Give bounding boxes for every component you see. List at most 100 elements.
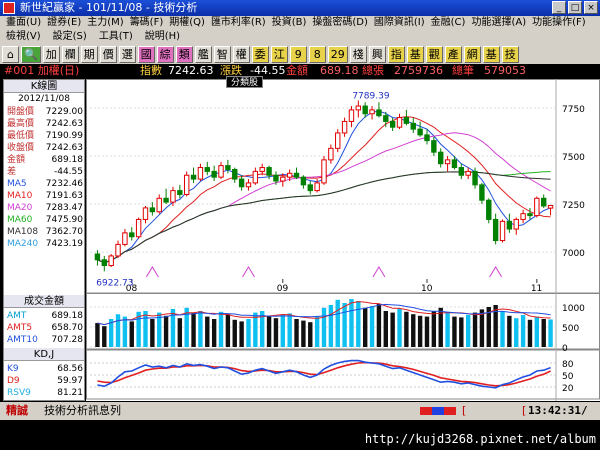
candle-body bbox=[190, 174, 197, 180]
amount-label: 金額 bbox=[286, 64, 308, 77]
toolbar-button[interactable]: 29 bbox=[327, 45, 348, 63]
amount-bar bbox=[362, 307, 368, 347]
candle-body bbox=[513, 218, 519, 230]
d9-line bbox=[97, 361, 551, 387]
amount-bar bbox=[301, 320, 306, 347]
minimize-icon[interactable]: _ bbox=[552, 1, 566, 14]
menu-item[interactable]: 說明(H) bbox=[144, 31, 181, 42]
toolbar-button[interactable]: 棧 bbox=[349, 45, 367, 63]
indicator-name: 最高價 bbox=[7, 119, 35, 129]
toolbar-button[interactable]: 類 bbox=[175, 45, 193, 63]
menu-item[interactable]: 主力(M) bbox=[87, 17, 124, 28]
menu-item[interactable]: 匯市利率(R) bbox=[210, 17, 266, 28]
candle-body bbox=[403, 117, 410, 124]
menu-item[interactable]: 國際資訊(I) bbox=[373, 17, 425, 28]
amount-bar bbox=[163, 315, 169, 347]
toolbar-button[interactable]: 9 bbox=[289, 45, 307, 63]
toolbar-button[interactable]: 江 bbox=[270, 45, 288, 63]
amount-bar bbox=[95, 323, 100, 347]
app-icon bbox=[3, 2, 15, 14]
toolbar-button[interactable]: 指 bbox=[387, 45, 405, 63]
toolbar-button[interactable]: 產 bbox=[444, 45, 462, 63]
high-price-label: 7789.39 bbox=[352, 91, 389, 101]
amount-bar bbox=[411, 314, 416, 347]
menu-item[interactable]: 操盤密碼(D) bbox=[312, 17, 368, 28]
candle-body bbox=[520, 213, 526, 220]
menu-item[interactable]: 期權(Q) bbox=[169, 17, 205, 28]
menu-item[interactable]: 工具(T) bbox=[98, 31, 133, 42]
status-bar: 精誠 技術分析訊息列 [ [ 13:42:31/ bbox=[0, 402, 600, 420]
indicator-panel: K線圖 2012/11/08 開盤價 7229.00 最高價 7242.63 最低價 71… bbox=[3, 79, 85, 401]
toolbar-button[interactable]: 綜 bbox=[156, 45, 174, 63]
toolbar-button[interactable]: 期 bbox=[80, 45, 98, 63]
candle-body bbox=[410, 122, 416, 130]
amount-bar bbox=[507, 315, 512, 347]
toolbar-button[interactable]: 智 bbox=[213, 45, 231, 63]
indicator-name: MA5 bbox=[7, 179, 27, 189]
toolbar-button[interactable]: 興 bbox=[368, 45, 386, 63]
toolbar-button[interactable]: 基 bbox=[482, 45, 500, 63]
technical-chart[interactable]: 7000 7250 7500 7750 08 09 10 11 7789.39 6922.73 0 5… bbox=[86, 79, 600, 401]
amount-bar bbox=[170, 309, 176, 347]
kd-tick-label: 80 bbox=[562, 360, 574, 370]
toolbar-button[interactable]: 艦 bbox=[194, 45, 212, 63]
amount-bar bbox=[417, 315, 423, 347]
candle-body bbox=[266, 167, 272, 176]
toolbar-button[interactable]: 價 bbox=[99, 45, 117, 63]
menu-item[interactable]: 功能操作(F) bbox=[532, 17, 586, 28]
signal-marker-icon bbox=[372, 266, 386, 278]
toolbar-button[interactable]: 委 bbox=[251, 45, 269, 63]
toolbar-button[interactable]: 技 bbox=[501, 45, 519, 63]
chart-canvas[interactable]: 7000 7250 7500 7750 08 09 10 11 7789.39 6922.73 0 5… bbox=[86, 79, 600, 401]
menu-item[interactable]: 檢視(V) bbox=[6, 31, 41, 42]
candle-body bbox=[506, 220, 513, 230]
toolbar-button[interactable]: 網 bbox=[463, 45, 481, 63]
maximize-icon[interactable]: □ bbox=[568, 1, 582, 14]
indicator-value: 81.21 bbox=[57, 388, 83, 398]
candle-body bbox=[534, 197, 540, 217]
amount-bar bbox=[479, 309, 485, 347]
watermark-url: http://kujd3268.pixnet.net/album bbox=[0, 420, 600, 450]
menu-item[interactable]: 設定(S) bbox=[52, 31, 87, 42]
toolbar-button[interactable]: 觀 bbox=[425, 45, 443, 63]
toolbar-button[interactable]: 8 bbox=[308, 45, 326, 63]
candle-body bbox=[183, 174, 190, 195]
toolbar-button[interactable]: 國 bbox=[137, 45, 155, 63]
home-icon[interactable]: ⌂ bbox=[2, 45, 19, 63]
indicator-name: MA240 bbox=[7, 239, 39, 249]
indicator-value: 7242.63 bbox=[45, 119, 83, 129]
toolbar-button[interactable]: 欄 bbox=[61, 45, 79, 63]
toolbar-button[interactable]: 基 bbox=[406, 45, 424, 63]
search-icon[interactable]: 🔍 bbox=[21, 45, 41, 63]
amount-bar bbox=[459, 317, 464, 347]
amount-bar bbox=[253, 312, 258, 347]
amount-bar bbox=[342, 303, 347, 347]
menu-bar-secondary: 檢視(V) 設定(S) 工具(T) 說明(H) bbox=[0, 30, 600, 44]
indicator-value: 707.28 bbox=[51, 335, 84, 345]
amount-bar bbox=[294, 319, 299, 347]
amount-bar bbox=[493, 305, 498, 347]
indicator-name: MA108 bbox=[7, 227, 39, 237]
candle-body bbox=[383, 115, 389, 122]
indicator-row: RSV9 81.21 bbox=[7, 388, 83, 399]
menu-item[interactable]: 證券(E) bbox=[47, 17, 82, 28]
menu-item[interactable]: 投資(B) bbox=[271, 17, 307, 28]
amount-bar bbox=[266, 315, 272, 347]
amount-bar bbox=[260, 311, 265, 347]
toolbar-button[interactable]: 加 bbox=[42, 45, 60, 63]
menu-item[interactable]: 畫面(U) bbox=[6, 17, 42, 28]
candle-body bbox=[527, 213, 533, 217]
toolbar-button[interactable]: 選 bbox=[118, 45, 136, 63]
close-icon[interactable]: × bbox=[584, 1, 598, 14]
low-price-label: 6922.73 bbox=[96, 278, 133, 288]
menu-item[interactable]: 功能選擇(A) bbox=[471, 17, 527, 28]
toolbar-button[interactable]: 權 bbox=[232, 45, 250, 63]
quote-info-bar: #001 加權(日) 指數 7242.63 漲跌 -44.55 金額 689.1… bbox=[0, 64, 600, 78]
menu-item[interactable]: 金融(C) bbox=[430, 17, 466, 28]
indicator-value: 7475.90 bbox=[45, 215, 83, 225]
indicator-row: AMT10 707.28 bbox=[7, 335, 83, 346]
candle-body bbox=[122, 232, 128, 245]
indicator-name: AMT5 bbox=[7, 323, 33, 333]
change-value: -44.55 bbox=[250, 64, 286, 77]
menu-item[interactable]: 籌碼(F) bbox=[129, 17, 164, 28]
